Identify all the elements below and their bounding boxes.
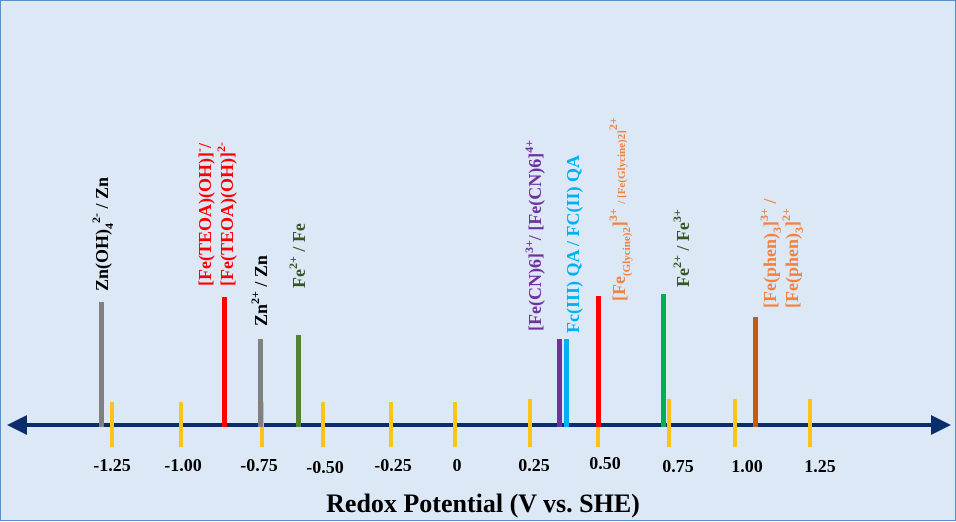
label-fe-cn6: [Fe(CN)6]3+/ [Fe(CN)6]4+ <box>522 140 546 331</box>
tick-label: -1.00 <box>164 455 202 475</box>
axis-tick <box>528 399 532 447</box>
tick-label: 1.00 <box>731 456 763 476</box>
axis-tick <box>179 402 183 447</box>
label-fe3-fe2: Fe2+ / Fe3+ <box>670 209 693 287</box>
label-zn-oh4-zn: Zn(OH)42- / Zn <box>89 177 116 291</box>
axis-tick <box>667 399 671 447</box>
axis-tick <box>389 402 393 447</box>
axis-tick <box>808 399 812 447</box>
marker-fc-qa <box>564 339 569 427</box>
marker-fe3-fe2 <box>661 294 666 427</box>
marker-fe2-fe <box>296 335 301 427</box>
axis-tick <box>321 402 325 447</box>
label-zn2-zn: Zn2+ / Zn <box>248 255 271 326</box>
potential-markers <box>99 294 758 427</box>
tick-label: -0.25 <box>374 455 412 475</box>
tick-labels: -1.25 -1.00 -0.75 -0.50 -0.25 0 0.25 0.5… <box>93 453 836 477</box>
label-fc-qa: Fc(III) QA / FC(II) QA <box>563 155 584 333</box>
tick-label: -0.50 <box>306 457 344 477</box>
axis-arrow-left <box>7 415 27 435</box>
marker-fe-phen <box>753 317 758 427</box>
axis-title: Redox Potential (V vs. SHE) <box>326 489 640 518</box>
label-fe-phen-2: [Fe(phen)3]2+ <box>779 208 806 308</box>
label-fe-glycine: [Fe(Glycine)2]3+ / [Fe(Glycine)2]2+ <box>606 117 633 301</box>
axis-arrow-right <box>931 415 951 435</box>
tick-label: 1.25 <box>804 456 836 476</box>
marker-zn-oh4-zn <box>99 302 104 427</box>
label-fe2-fe: Fe2+ / Fe <box>286 223 309 288</box>
tick-label: -1.25 <box>93 455 131 475</box>
axis-tick <box>453 402 457 447</box>
couple-labels: Zn(OH)42- / Zn [Fe(TEOA)(OH)]-/ [Fe(TEOA… <box>89 117 806 333</box>
label-fe-phen: [Fe(phen)3]3+ / <box>757 198 784 308</box>
marker-fe-glycine <box>596 296 601 427</box>
label-fe-teoa-2: [Fe(TEOA)(OH)]2- <box>214 142 238 286</box>
tick-label: 0 <box>453 455 462 475</box>
marker-zn2-zn <box>258 339 263 427</box>
axis-tick <box>733 399 737 447</box>
tick-label: 0.75 <box>662 456 694 476</box>
marker-fe-teoa <box>222 297 227 427</box>
tick-label: 0.25 <box>518 455 550 475</box>
tick-label: -0.75 <box>240 455 278 475</box>
label-fe-teoa: [Fe(TEOA)(OH)]-/ <box>192 142 216 286</box>
marker-fe-cn6 <box>557 339 562 427</box>
axis-tick <box>110 402 114 447</box>
tick-label: 0.50 <box>589 453 621 473</box>
